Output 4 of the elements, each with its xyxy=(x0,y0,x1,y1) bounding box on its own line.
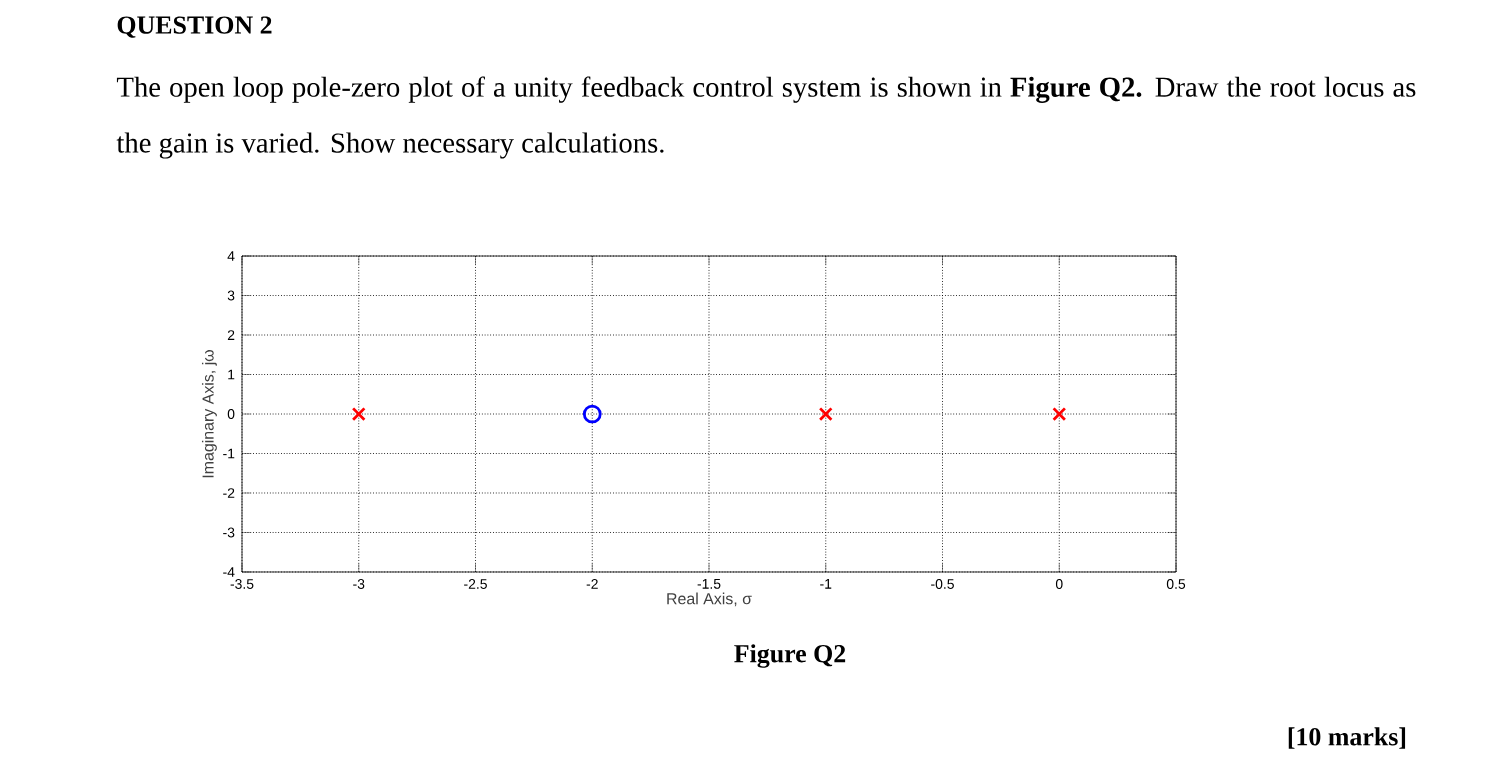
caption: Figure Q2 xyxy=(734,644,846,668)
chart-title: QUESTION 2 xyxy=(117,16,272,38)
text: The open loop pole-zero plot of a unity feedback control system is shown in Figure Q2. Draw the root locus as the gain is varied. Show necessary calculations. xyxy=(116,76,1416,159)
text: [10 marks] xyxy=(1288,727,1406,749)
